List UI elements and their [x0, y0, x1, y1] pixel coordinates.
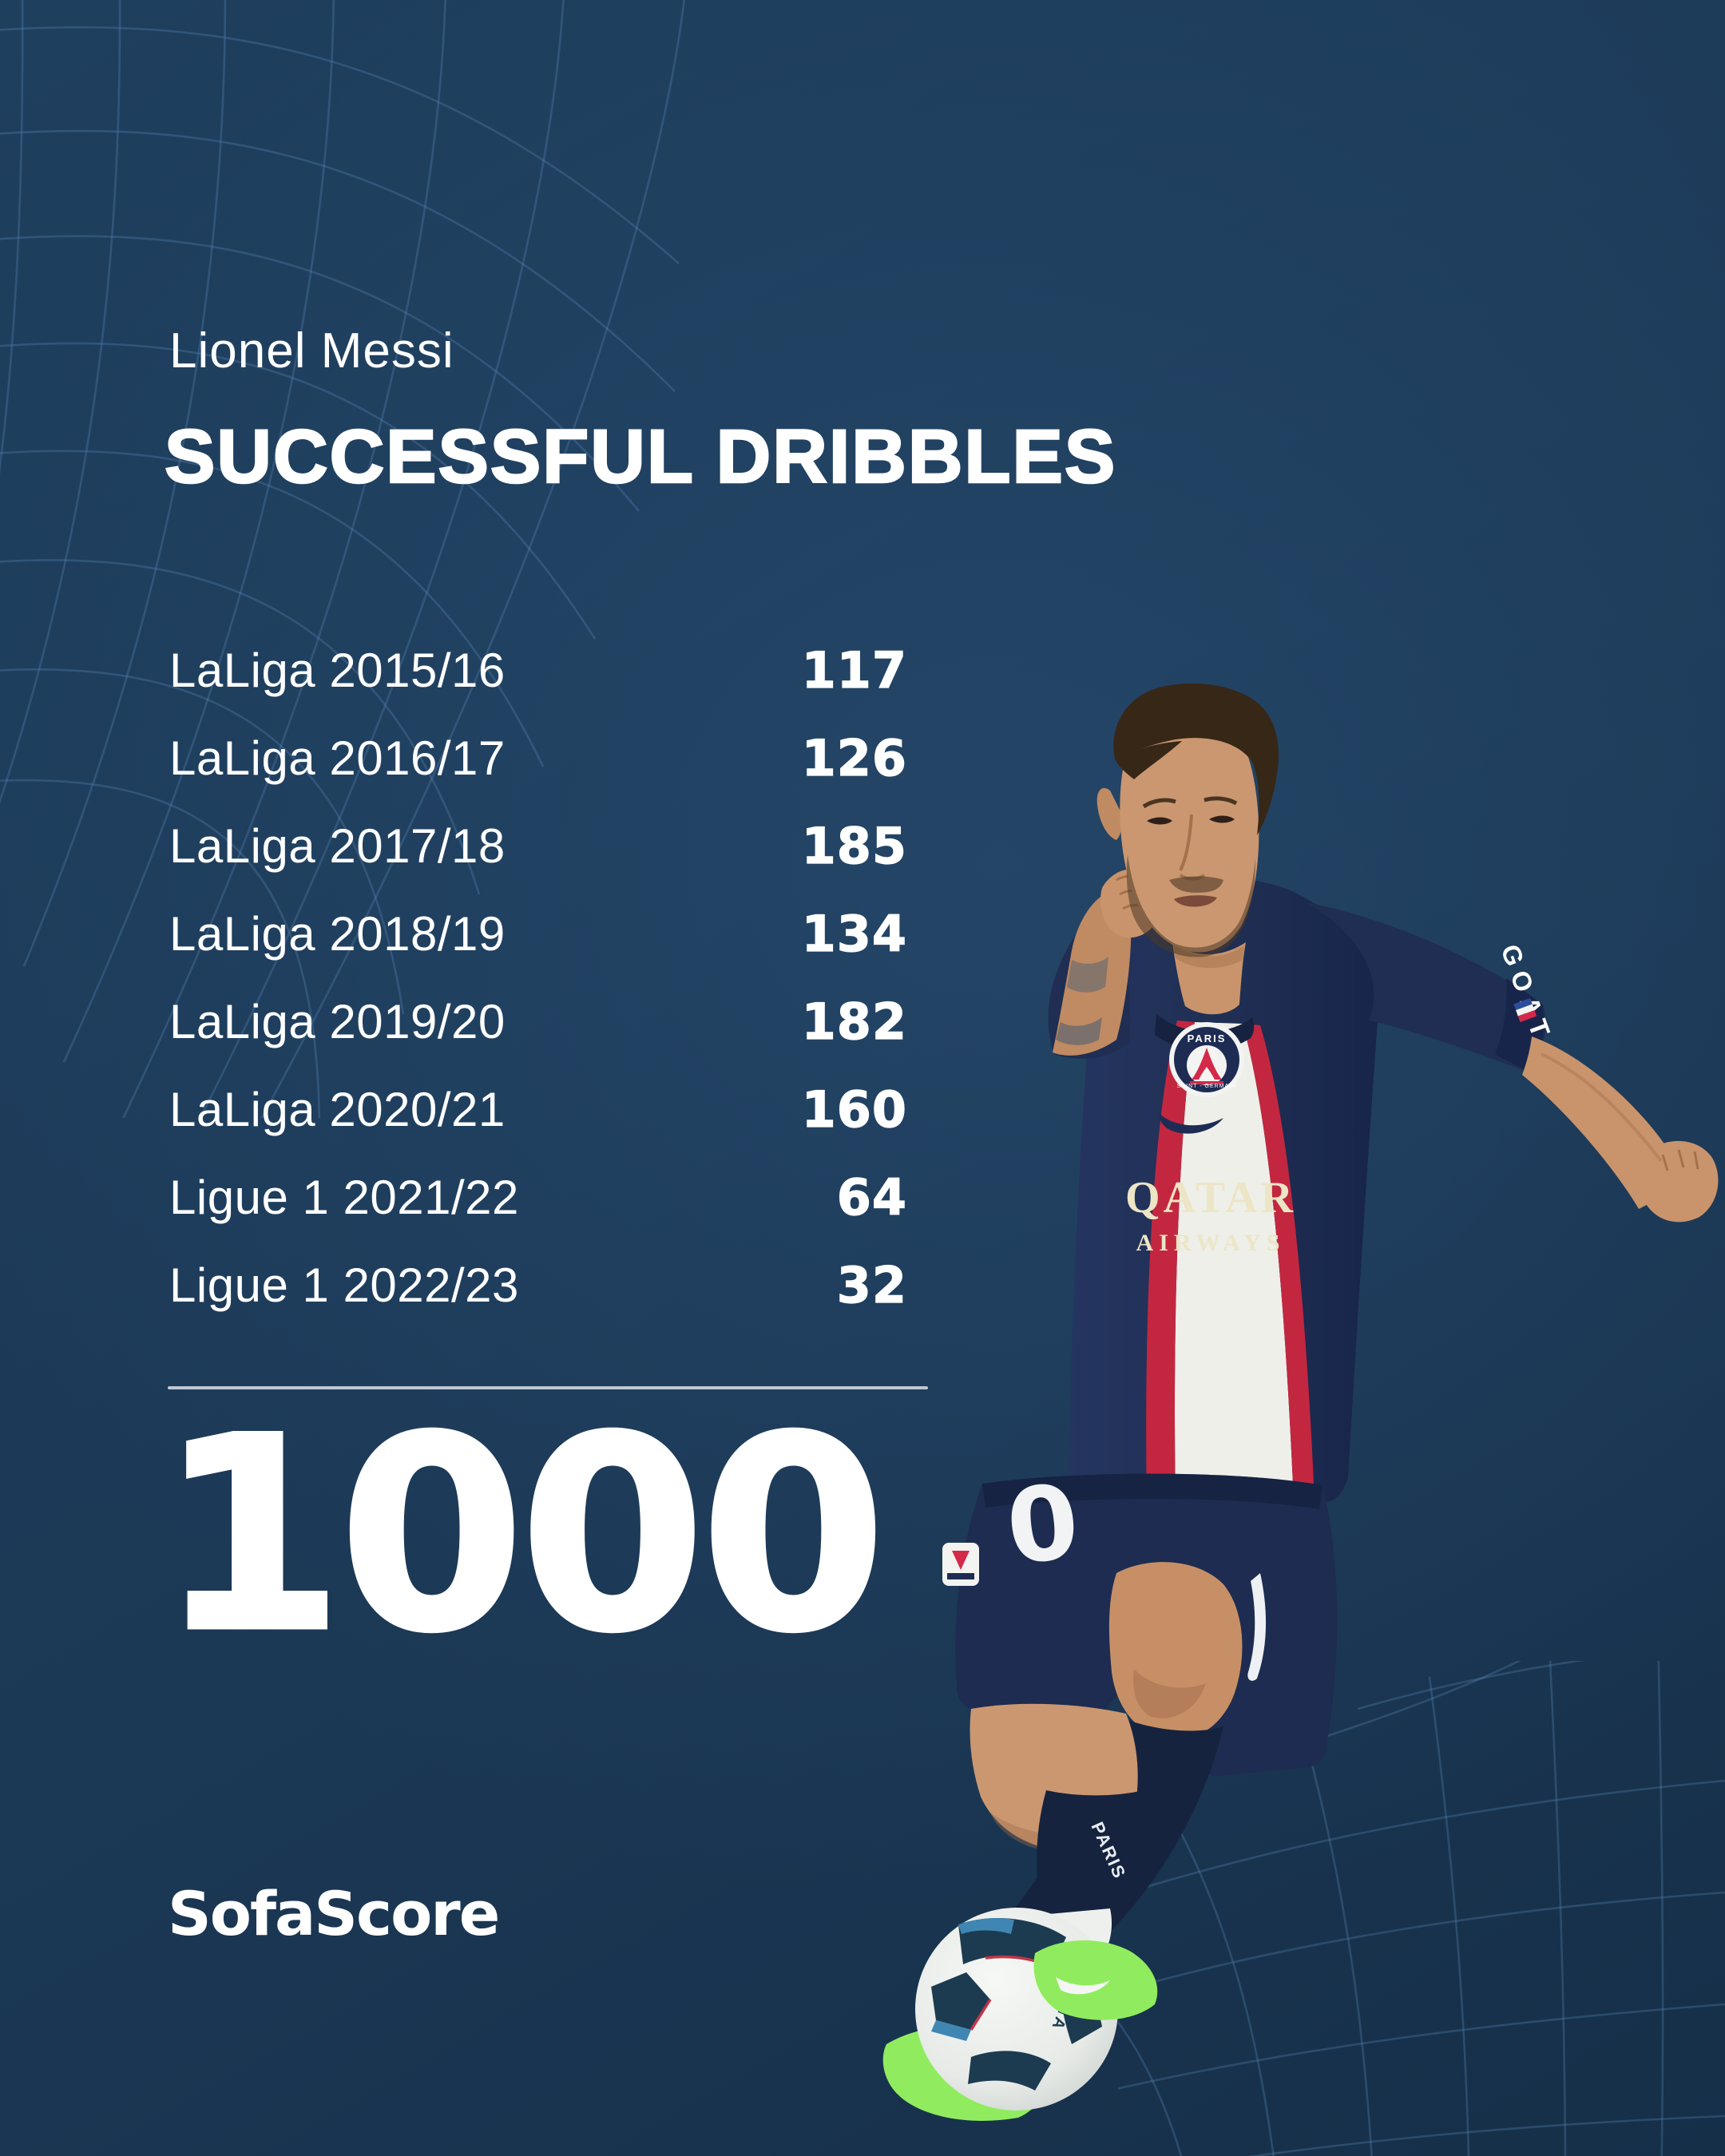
season-label: Ligue 1 2022/23	[169, 1258, 519, 1312]
season-label: LaLiga 2016/17	[169, 731, 506, 785]
jersey-sponsor: QATAR AIRWAYS	[1125, 1173, 1296, 1256]
player-photo: PARIS SAINT - GERMAIN QATAR AIRWAYS GOAT	[882, 683, 1719, 2121]
season-value: 126	[801, 728, 907, 787]
jersey-center-stripe	[1175, 1022, 1294, 1503]
jersey	[1068, 878, 1380, 1508]
page-title: SUCCESSFUL DRIBBLES	[164, 414, 1117, 500]
player-name: Lionel Messi	[169, 323, 454, 378]
season-label: LaLiga 2018/19	[169, 906, 506, 961]
crest-city-text: PARIS	[1188, 1032, 1227, 1044]
sponsor-line2: AIRWAYS	[1136, 1230, 1286, 1256]
nike-swoosh-icon	[1159, 1114, 1223, 1134]
stat-row: LaLiga 2015/16 117	[169, 626, 907, 714]
tattoo	[1067, 957, 1108, 993]
left-arm: GOAT	[1306, 902, 1719, 1223]
stats-list: LaLiga 2015/16 117 LaLiga 2016/17 126 La…	[169, 626, 907, 1329]
stat-row: LaLiga 2020/21 160	[169, 1065, 907, 1153]
season-value: 134	[801, 904, 907, 963]
season-value: 160	[801, 1080, 907, 1139]
shorts-number: 0	[1001, 1462, 1085, 1587]
sofascore-logo: SofaScore	[168, 1878, 500, 1949]
season-value: 185	[801, 816, 907, 875]
stat-row: LaLiga 2019/20 182	[169, 977, 907, 1065]
eyebrows	[1142, 796, 1238, 809]
hair	[1113, 683, 1279, 835]
left-fist	[1640, 1140, 1719, 1223]
french-flag-patch	[1513, 998, 1537, 1023]
season-value: 182	[801, 992, 907, 1051]
mouth	[1174, 895, 1217, 907]
sponsor-line1: QATAR	[1125, 1173, 1296, 1223]
eyes	[1147, 815, 1235, 825]
stat-row: Ligue 1 2022/23 32	[169, 1241, 907, 1329]
divider-line	[168, 1386, 928, 1389]
season-label: LaLiga 2020/21	[169, 1082, 506, 1136]
total-dribbles: 1000	[157, 1380, 889, 1690]
season-label: Ligue 1 2021/22	[169, 1170, 519, 1224]
stat-row: LaLiga 2017/18 185	[169, 802, 907, 890]
season-value: 32	[836, 1255, 907, 1314]
stat-row: Ligue 1 2021/22 64	[169, 1153, 907, 1241]
stat-row: LaLiga 2018/19 134	[169, 890, 907, 977]
crest-club-text: SAINT - GERMAIN	[1177, 1084, 1236, 1089]
season-value: 64	[836, 1167, 907, 1227]
psg-crest: PARIS SAINT - GERMAIN	[1169, 1022, 1244, 1097]
stat-row: LaLiga 2016/17 126	[169, 714, 907, 802]
shorts-crest-patch	[942, 1543, 979, 1586]
shorts-swoosh-icon	[1247, 1573, 1267, 1681]
tattoo	[1056, 1017, 1102, 1045]
player-head	[1096, 683, 1279, 1015]
season-label: LaLiga 2015/16	[169, 643, 506, 697]
season-label: LaLiga 2017/18	[169, 818, 506, 873]
season-label: LaLiga 2019/20	[169, 994, 506, 1048]
season-value: 117	[801, 640, 907, 700]
front-boot	[1033, 1940, 1158, 2020]
